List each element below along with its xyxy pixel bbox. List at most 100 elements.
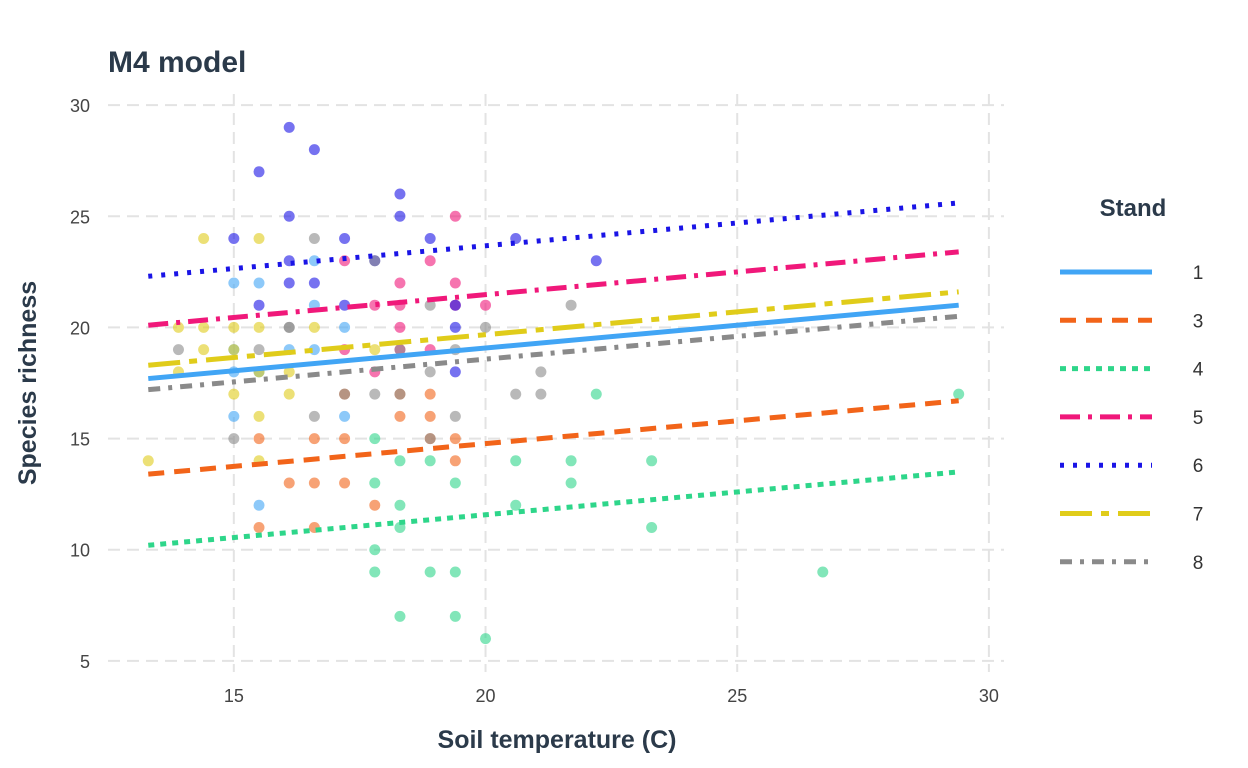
data-point-stand-5 <box>480 299 492 311</box>
legend-label-stand-3: 3 <box>1193 311 1204 332</box>
legend-label-stand-1: 1 <box>1193 263 1204 284</box>
data-point-stand-4 <box>817 566 829 578</box>
data-point-stand-3 <box>339 433 351 445</box>
data-point-stand-4 <box>394 610 406 622</box>
data-point-stand-4 <box>394 455 406 467</box>
data-point-stand-7 <box>142 455 154 467</box>
fit-line-stand-6 <box>148 200 959 279</box>
data-point-stand-3 <box>339 477 351 489</box>
data-point-stand-6 <box>253 299 265 311</box>
x-tick-label: 25 <box>727 686 747 706</box>
data-point-stand-4 <box>510 499 522 511</box>
data-point-stand-6 <box>449 366 461 378</box>
data-point-stand-4 <box>394 499 406 511</box>
x-tick-labels: 15 20 25 30 <box>224 686 999 706</box>
data-point-stand-5 <box>449 210 461 222</box>
y-tick-label: 20 <box>70 318 90 338</box>
data-point-stand-4 <box>424 566 436 578</box>
data-point-stand-4 <box>424 455 436 467</box>
x-tick-label: 30 <box>979 686 999 706</box>
legend-label-stand-7: 7 <box>1193 505 1204 526</box>
data-point-stand-8 <box>253 344 265 356</box>
data-point-stand-1 <box>253 277 265 289</box>
fit-lines <box>148 200 959 548</box>
data-point-stand-5 <box>449 277 461 289</box>
data-point-stand-8 <box>424 366 436 378</box>
data-point-stand-4 <box>369 566 381 578</box>
data-point-stand-3 <box>424 388 436 400</box>
data-point-stand-8 <box>394 388 406 400</box>
data-point-stand-8 <box>369 388 381 400</box>
data-point-stand-3 <box>308 477 320 489</box>
data-point-stand-3 <box>424 410 436 422</box>
data-point-stand-7 <box>228 388 240 400</box>
data-point-stand-8 <box>339 388 351 400</box>
data-point-stand-1 <box>339 410 351 422</box>
y-tick-label: 10 <box>70 541 90 561</box>
data-point-stand-3 <box>253 522 265 533</box>
legend-label-stand-5: 5 <box>1193 408 1204 429</box>
data-point-stand-8 <box>535 366 547 378</box>
data-point-stand-6 <box>449 321 461 333</box>
x-tick-label: 20 <box>476 686 496 706</box>
data-point-stand-3 <box>253 433 265 445</box>
data-point-stand-4 <box>369 544 381 556</box>
x-axis-title: Soil temperature (C) <box>438 726 677 754</box>
data-point-stand-8 <box>535 388 547 400</box>
data-point-stand-4 <box>449 566 461 578</box>
data-point-stand-4 <box>646 522 658 533</box>
data-point-stand-8 <box>449 410 461 422</box>
data-point-stand-6 <box>394 210 406 222</box>
data-point-stand-3 <box>283 477 295 489</box>
data-point-stand-6 <box>449 299 461 311</box>
data-point-stand-4 <box>953 388 965 400</box>
fit-line-stand-7 <box>148 289 959 368</box>
data-point-stand-7 <box>198 233 210 244</box>
data-point-stand-4 <box>369 433 381 445</box>
data-point-stand-7 <box>253 410 265 422</box>
data-point-stand-7 <box>283 388 295 400</box>
data-point-stand-8 <box>308 233 320 244</box>
data-points <box>142 121 965 645</box>
data-point-stand-4 <box>646 455 658 467</box>
data-point-stand-8 <box>565 299 577 311</box>
data-point-stand-5 <box>424 255 436 267</box>
data-point-stand-7 <box>198 344 210 356</box>
data-point-stand-3 <box>369 499 381 511</box>
data-point-stand-7 <box>369 344 381 356</box>
data-point-stand-4 <box>449 610 461 622</box>
data-point-stand-7 <box>253 321 265 333</box>
data-point-stand-8 <box>480 321 492 333</box>
data-point-stand-1 <box>253 499 265 511</box>
data-point-stand-7 <box>198 321 210 333</box>
data-point-stand-4 <box>480 633 492 645</box>
data-point-stand-6 <box>590 255 602 267</box>
data-point-stand-1 <box>339 321 351 333</box>
data-point-stand-8 <box>510 388 522 400</box>
data-point-stand-8 <box>283 321 295 333</box>
y-tick-label: 25 <box>70 207 90 227</box>
data-point-stand-4 <box>590 388 602 400</box>
data-point-stand-6 <box>283 121 295 133</box>
data-point-stand-3 <box>449 455 461 467</box>
legend-label-stand-4: 4 <box>1193 360 1204 381</box>
data-point-stand-3 <box>394 410 406 422</box>
data-point-stand-4 <box>369 477 381 489</box>
data-point-stand-7 <box>283 366 295 378</box>
data-point-stand-8 <box>424 299 436 311</box>
data-point-stand-8 <box>308 410 320 422</box>
legend-label-stand-8: 8 <box>1193 553 1204 574</box>
data-point-stand-4 <box>565 477 577 489</box>
fit-line-stand-5 <box>148 249 959 328</box>
data-point-stand-1 <box>228 277 240 289</box>
y-tick-label: 30 <box>70 96 90 116</box>
data-point-stand-7 <box>172 321 184 333</box>
data-point-stand-1 <box>228 410 240 422</box>
data-point-stand-5 <box>394 321 406 333</box>
data-point-stand-7 <box>253 233 265 244</box>
y-tick-label: 15 <box>70 430 90 450</box>
data-point-stand-6 <box>228 233 240 244</box>
data-point-stand-8 <box>424 433 436 445</box>
data-point-stand-4 <box>565 455 577 467</box>
